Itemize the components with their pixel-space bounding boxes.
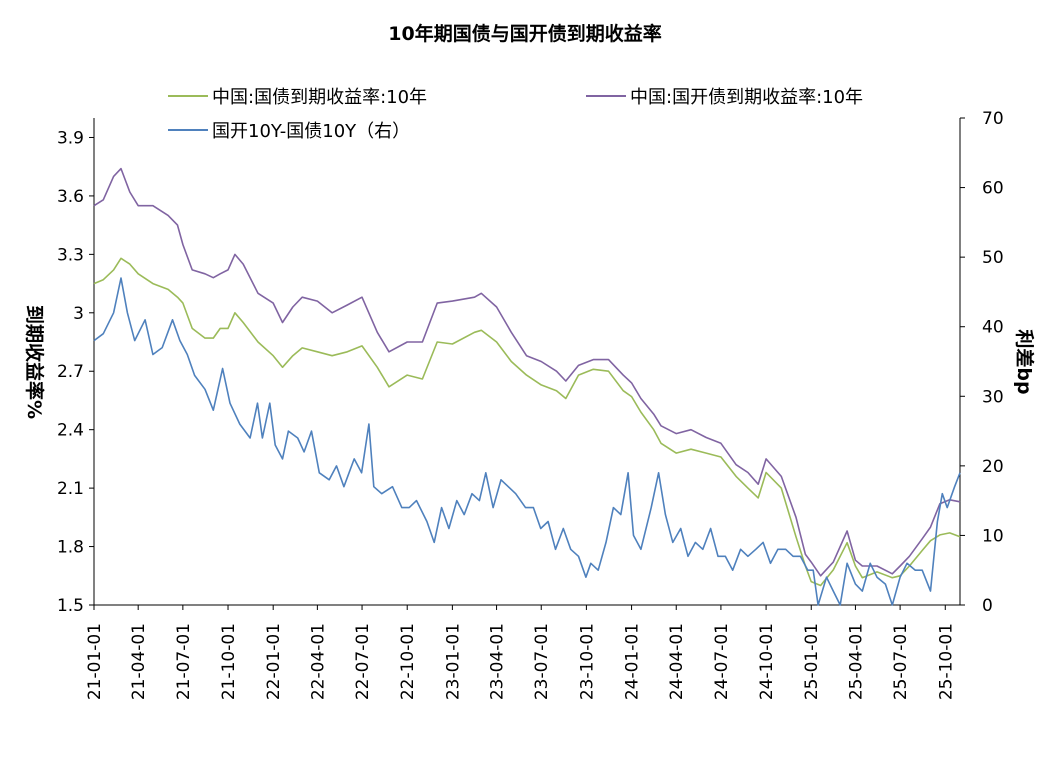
- right-tick-label: 20: [982, 457, 1004, 477]
- x-tick-label: 21-01-01: [85, 623, 105, 700]
- series-line-0: [93, 257, 961, 587]
- x-tick-label: 21-04-01: [129, 623, 149, 700]
- legend: 中国:国债到期收益率:10年 中国:国开债到期收益率:10年国开10Y-国债10Y…: [168, 87, 863, 142]
- x-tick-label: 22-01-01: [264, 623, 284, 700]
- x-tick-label: 25-10-01: [936, 623, 956, 700]
- x-tick-label: 21-07-01: [174, 623, 194, 700]
- x-tick-label: 24-10-01: [757, 623, 777, 700]
- left-tick-label: 3: [73, 304, 84, 324]
- legend-label-0: 中国:国债到期收益率:10年: [212, 87, 427, 108]
- x-tick-label: 22-07-01: [353, 623, 373, 700]
- x-tick-label: 24-04-01: [667, 623, 687, 700]
- x-tick-label: 25-07-01: [891, 623, 911, 700]
- x-tick-label: 24-07-01: [712, 623, 732, 700]
- x-tick-label: 25-01-01: [802, 623, 822, 700]
- right-tick-label: 30: [982, 387, 1004, 407]
- left-tick-label: 3.3: [57, 245, 84, 265]
- legend-label-2: 国开10Y-国债10Y（右）: [212, 121, 410, 142]
- left-tick-label: 1.8: [57, 538, 84, 558]
- right-tick-label: 40: [982, 318, 1004, 338]
- left-tick-label: 2.1: [57, 479, 84, 499]
- left-tick-label: 1.5: [57, 596, 84, 616]
- x-tick-label: 23-10-01: [577, 623, 597, 700]
- plot-lines: [93, 167, 961, 606]
- series-line-2: [93, 277, 961, 606]
- right-tick-label: 0: [982, 596, 993, 616]
- left-tick-label: 3.9: [57, 128, 84, 148]
- x-tick-label: 23-07-01: [532, 623, 552, 700]
- right-tick-label: 60: [982, 179, 1004, 199]
- left-axis: 1.5 1.8 2.1 2.4 2.7 3 3.3 3.6 3.9: [57, 118, 95, 616]
- left-tick-label: 2.4: [57, 421, 84, 441]
- x-tick-label: 23-04-01: [488, 623, 508, 700]
- x-tick-label: 23-01-01: [443, 623, 463, 700]
- x-tick-label: 21-10-01: [219, 623, 239, 700]
- left-tick-label: 2.7: [57, 362, 84, 382]
- series-line-1: [93, 167, 961, 577]
- x-axis: 21-01-01 21-04-01 21-07-01 21-10-01 22-01-01…: [85, 604, 960, 700]
- x-tick-label: 25-04-01: [846, 623, 866, 700]
- right-tick-label: 70: [982, 109, 1004, 129]
- left-tick-label: 3.6: [57, 187, 84, 207]
- right-axis-title: 利差bp: [1013, 329, 1036, 394]
- left-axis-title: 到期收益率%: [23, 305, 46, 419]
- chart-title: 10年期国债与国开债到期收益率: [388, 22, 661, 45]
- x-tick-label: 22-10-01: [398, 623, 418, 700]
- right-tick-label: 50: [982, 248, 1004, 268]
- right-tick-label: 10: [982, 526, 1004, 546]
- legend-label-1: 中国:国开债到期收益率:10年: [630, 87, 863, 108]
- right-axis: 0 10 20 30 40 50 60 70: [959, 109, 1004, 616]
- x-tick-label: 22-04-01: [308, 623, 328, 700]
- x-tick-label: 24-01-01: [623, 623, 643, 700]
